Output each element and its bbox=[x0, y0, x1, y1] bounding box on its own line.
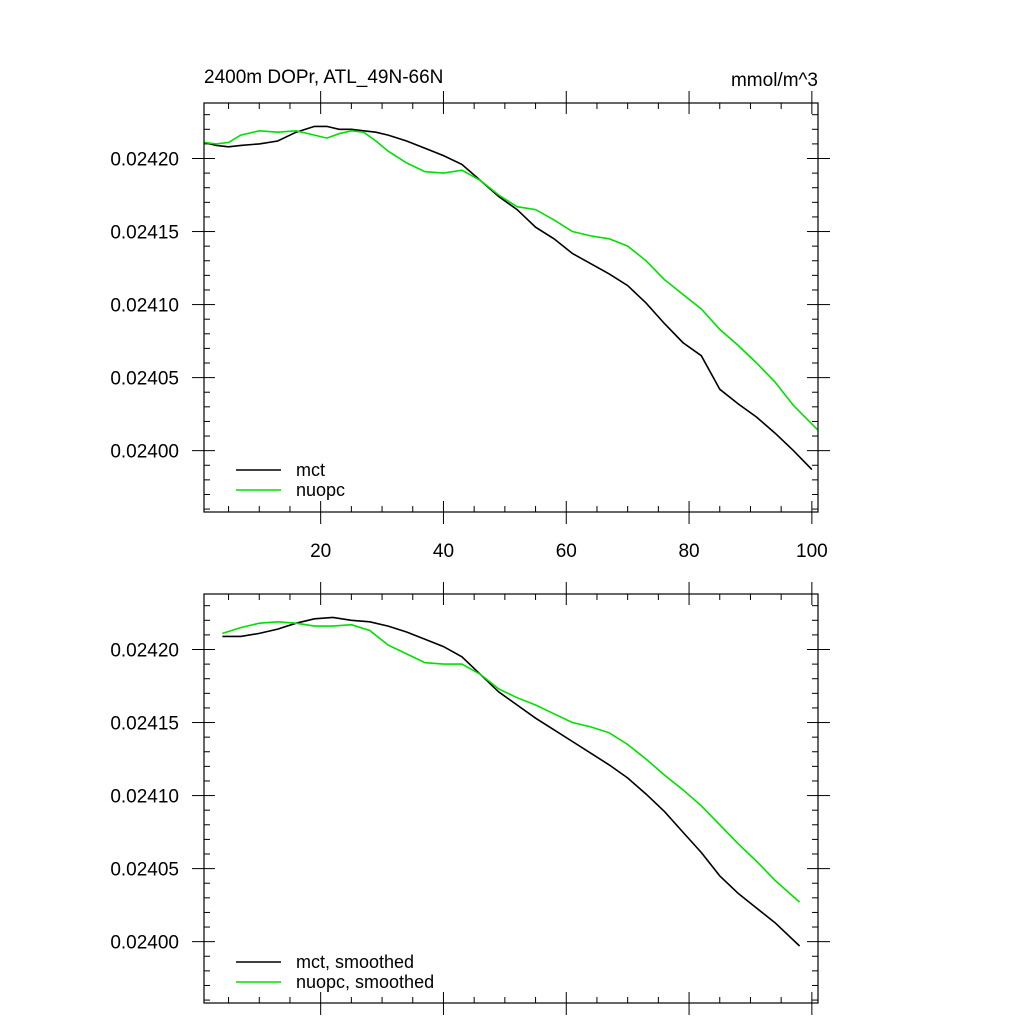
legend-label-mct-smoothed: mct, smoothed bbox=[296, 952, 414, 972]
legend: mct nuopc bbox=[236, 460, 345, 500]
bottom-chart-panel: 0.02400 0.02405 0.02410 0.02415 0.02420 mct,… bbox=[110, 582, 830, 1015]
x-tick-label: 20 bbox=[310, 541, 331, 562]
series-line-mct-smoothed bbox=[222, 616, 801, 947]
y-tick-label: 0.02400 bbox=[110, 933, 179, 954]
y-tick-label: 0.02415 bbox=[110, 223, 179, 244]
y-tick-label: 0.02410 bbox=[110, 787, 179, 808]
units-label: mmol/m^3 bbox=[731, 70, 818, 91]
y-tick-label: 0.02405 bbox=[110, 369, 179, 390]
legend-label-nuopc-smoothed: nuopc, smoothed bbox=[296, 972, 434, 992]
plot-frame bbox=[203, 593, 819, 1004]
legend-label-mct: mct bbox=[296, 460, 325, 480]
y-tick-label: 0.02405 bbox=[110, 860, 179, 881]
legend-label-nuopc: nuopc bbox=[296, 480, 345, 500]
legend: mct, smoothed nuopc, smoothed bbox=[236, 952, 434, 992]
plot-frame bbox=[203, 102, 819, 513]
y-tick-label: 0.02420 bbox=[110, 641, 179, 662]
series-line-mct bbox=[203, 125, 813, 471]
y-tick-label: 0.02400 bbox=[110, 442, 179, 463]
chart-title: 2400m DOPr, ATL_49N-66N bbox=[204, 67, 443, 88]
series-line-nuopc bbox=[203, 129, 819, 431]
top-chart-panel: 2400m DOPr, ATL_49N-66N mmol/m^3 20 40 60 8… bbox=[110, 67, 830, 562]
y-tick-label: 0.02410 bbox=[110, 296, 179, 317]
y-tick-label: 0.02420 bbox=[110, 150, 179, 171]
x-tick-label: 40 bbox=[433, 541, 454, 562]
y-tick-label: 0.02415 bbox=[110, 714, 179, 735]
x-tick-label: 100 bbox=[796, 541, 828, 562]
x-tick-label: 80 bbox=[678, 541, 699, 562]
x-tick-label: 60 bbox=[556, 541, 577, 562]
series-line-nuopc-smoothed bbox=[222, 620, 801, 903]
